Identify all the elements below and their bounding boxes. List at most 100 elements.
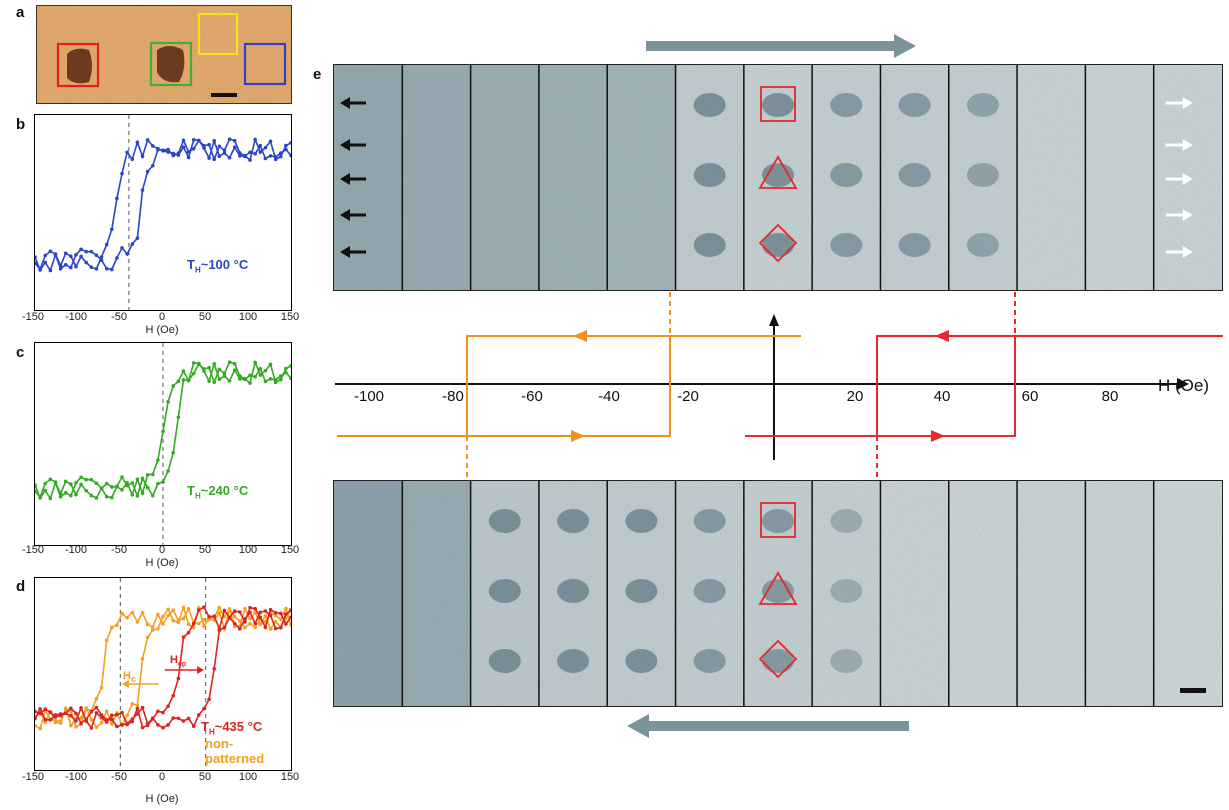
data-point <box>150 163 155 168</box>
hep-arrowhead <box>197 666 204 674</box>
data-point <box>268 139 273 144</box>
panel-letter-b: b <box>16 116 26 133</box>
data-point <box>181 605 186 610</box>
diamond-marker <box>758 223 798 263</box>
data-point <box>79 247 83 252</box>
data-point <box>58 721 63 725</box>
data-point <box>186 716 191 721</box>
data-point <box>289 364 291 368</box>
data-point <box>181 377 186 382</box>
data-point <box>161 725 165 730</box>
data-point <box>135 712 140 716</box>
data-point <box>181 635 186 639</box>
bottom-field-arrow <box>627 714 909 738</box>
frame-texture <box>538 65 608 290</box>
arrowhead <box>340 246 350 258</box>
data-point <box>278 154 283 159</box>
tick-label: 150 <box>280 311 300 323</box>
data-point <box>253 621 257 626</box>
frame-texture <box>948 481 1018 706</box>
data-point <box>273 157 278 162</box>
panel-letter-a: a <box>16 4 25 21</box>
data-point <box>135 236 140 240</box>
data-point <box>212 362 216 366</box>
data-point <box>207 379 211 383</box>
data-point <box>48 496 53 501</box>
data-point <box>238 627 242 631</box>
domain-spot <box>830 163 863 187</box>
data-point <box>94 696 99 701</box>
data-point <box>89 477 94 482</box>
data-point <box>222 148 227 153</box>
data-point <box>84 260 88 265</box>
data-point <box>43 260 48 265</box>
scale-bar <box>1180 688 1206 693</box>
particle-shape <box>157 46 185 83</box>
data-point <box>130 481 135 485</box>
data-point <box>43 707 48 711</box>
data-point <box>278 611 283 616</box>
data-point <box>284 622 288 626</box>
data-point <box>217 367 222 372</box>
top-field-arrow <box>646 34 916 58</box>
data-point <box>110 485 114 489</box>
data-point <box>161 429 165 434</box>
hep-label: Hep <box>170 654 187 669</box>
arrowhead <box>1182 173 1193 185</box>
domain-spot <box>557 649 590 673</box>
data-point <box>58 494 63 499</box>
plot-d-xticks: -150 -100 -50 0 50 100 150 <box>18 771 308 785</box>
domain-spot <box>830 233 863 257</box>
arrowhead <box>340 97 350 109</box>
data-point <box>278 617 283 622</box>
data-point <box>89 726 94 730</box>
data-point <box>104 242 109 247</box>
data-point <box>94 496 99 500</box>
data-point <box>248 150 252 155</box>
data-point <box>176 379 181 384</box>
data-point <box>289 141 291 145</box>
data-point <box>130 157 135 162</box>
data-point <box>222 625 227 630</box>
data-point <box>140 154 145 159</box>
data-point <box>69 714 73 718</box>
data-point <box>150 625 155 629</box>
data-point <box>69 265 73 270</box>
data-point <box>58 713 63 718</box>
data-point <box>94 253 99 257</box>
data-point <box>166 613 170 618</box>
green-marker-box <box>149 41 193 87</box>
strip-frames <box>334 65 1222 290</box>
tick-label: 100 <box>238 544 258 556</box>
data-point <box>120 710 124 715</box>
data-point <box>156 481 160 486</box>
data-point <box>197 713 201 717</box>
data-point <box>125 721 129 726</box>
data-point <box>156 612 160 617</box>
data-point <box>273 610 278 615</box>
plot-b-svg <box>35 115 291 310</box>
red-marker-box <box>56 42 100 88</box>
data-point <box>161 622 165 626</box>
data-point <box>273 619 278 624</box>
data-point <box>289 615 291 620</box>
frame-texture <box>1085 481 1154 706</box>
data-point <box>156 458 160 462</box>
data-point <box>238 154 242 158</box>
data-point <box>150 493 155 498</box>
data-point <box>217 611 222 615</box>
data-point <box>191 147 196 151</box>
domain-spot <box>693 93 726 117</box>
data-point <box>217 144 222 149</box>
data-point <box>110 717 114 722</box>
domain-spot <box>762 509 794 533</box>
data-point <box>79 716 83 720</box>
data-point <box>212 139 216 143</box>
domain-spot <box>693 163 726 187</box>
data-point <box>89 265 94 270</box>
panel-letter-c: c <box>16 344 25 361</box>
data-point <box>171 693 176 698</box>
data-point <box>79 706 83 710</box>
data-point <box>125 615 129 620</box>
square-marker <box>760 86 796 122</box>
